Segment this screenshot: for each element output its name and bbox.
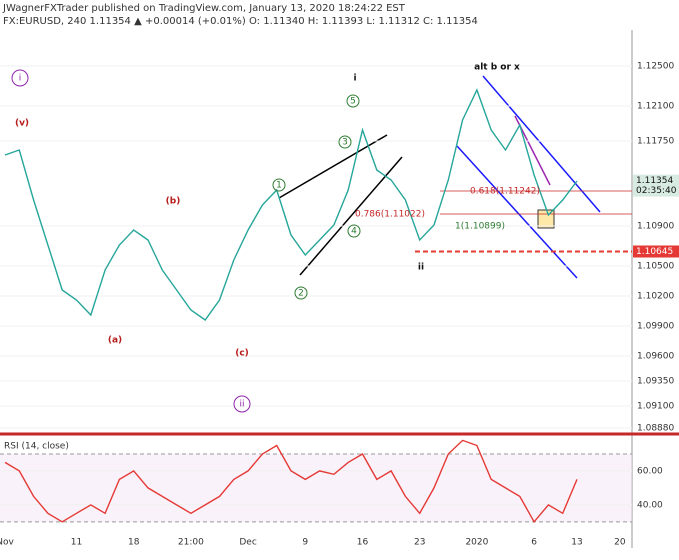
x-tick-label: 16 <box>357 538 369 548</box>
wave-circle <box>294 286 308 300</box>
y-tick-label: 60.00 <box>637 466 663 476</box>
y-tick-label: 1.10200 <box>637 292 674 302</box>
wave-label: (v) <box>15 119 29 129</box>
x-tick-label: Dec <box>239 538 256 548</box>
level-label: 1.10645 <box>636 247 673 257</box>
y-tick-label: 1.09100 <box>637 402 674 412</box>
y-tick-label: 40.00 <box>637 500 663 510</box>
wave-label: ii <box>239 400 244 410</box>
y-tick-label: 1.10900 <box>637 222 674 232</box>
x-tick-label: 11 <box>71 538 82 548</box>
x-tick-label: Nov <box>0 538 14 548</box>
wave-label: i <box>353 74 356 84</box>
wave-label: (b) <box>166 197 181 207</box>
wave-label: 3 <box>342 138 348 148</box>
level-tag <box>633 245 679 258</box>
symbol-info: FX:EURUSD, 240 1.11354 ▲ +0.00014 (+0.01… <box>3 16 478 27</box>
publisher: JWagnerFXTrader published on TradingView… <box>2 3 406 14</box>
y-tick-label: 1.10500 <box>637 262 674 272</box>
wave-label: 0.786(1.11022) <box>355 210 425 220</box>
wave-label: 0.618(1.11242) <box>470 187 540 197</box>
x-tick-label: 20 <box>614 538 626 548</box>
last-tag <box>633 174 679 197</box>
wave-label: 2 <box>298 289 304 299</box>
countdown: 02:35:40 <box>636 186 677 196</box>
wave-circle <box>338 135 352 149</box>
x-tick-label: 6 <box>531 538 537 548</box>
x-tick-label: 2020 <box>465 538 488 548</box>
wave-label: 5 <box>350 97 356 107</box>
y-tick-label: 1.08880 <box>637 424 674 434</box>
series-line <box>4 88 578 321</box>
rsi-title: RSI (14, close) <box>4 442 69 452</box>
last-label: 1.11354 <box>636 176 673 186</box>
y-tick-label: 1.09600 <box>637 352 674 362</box>
series-line <box>4 439 578 524</box>
x-tick-label: 21:00 <box>178 538 204 548</box>
y-tick-label: 1.12500 <box>637 62 674 72</box>
x-tick-label: 18 <box>128 538 140 548</box>
wave-label: (a) <box>108 336 122 346</box>
x-tick-label: 13 <box>571 538 582 548</box>
y-tick-label: 1.11750 <box>637 137 674 147</box>
wave-label: alt b or x <box>474 63 520 73</box>
wave-circle <box>272 178 286 192</box>
wave-circle <box>11 69 29 87</box>
x-tick-label: 9 <box>302 538 308 548</box>
wave-label: 1(1.10899) <box>455 222 505 232</box>
y-tick-label: 1.12100 <box>637 102 674 112</box>
wave-circle <box>347 224 361 238</box>
wave-circle <box>346 94 360 108</box>
x-tick-label: 23 <box>414 538 425 548</box>
wave-label: i <box>19 74 22 84</box>
y-tick-label: 1.09900 <box>637 322 674 332</box>
wave-label: 4 <box>351 227 357 237</box>
wave-label: (c) <box>235 349 249 359</box>
rsi-band <box>0 453 632 522</box>
wave-label: 1 <box>276 181 282 191</box>
y-tick-label: 1.09350 <box>637 377 674 387</box>
wave-circle <box>233 395 251 413</box>
wave-label: ii <box>418 263 424 273</box>
